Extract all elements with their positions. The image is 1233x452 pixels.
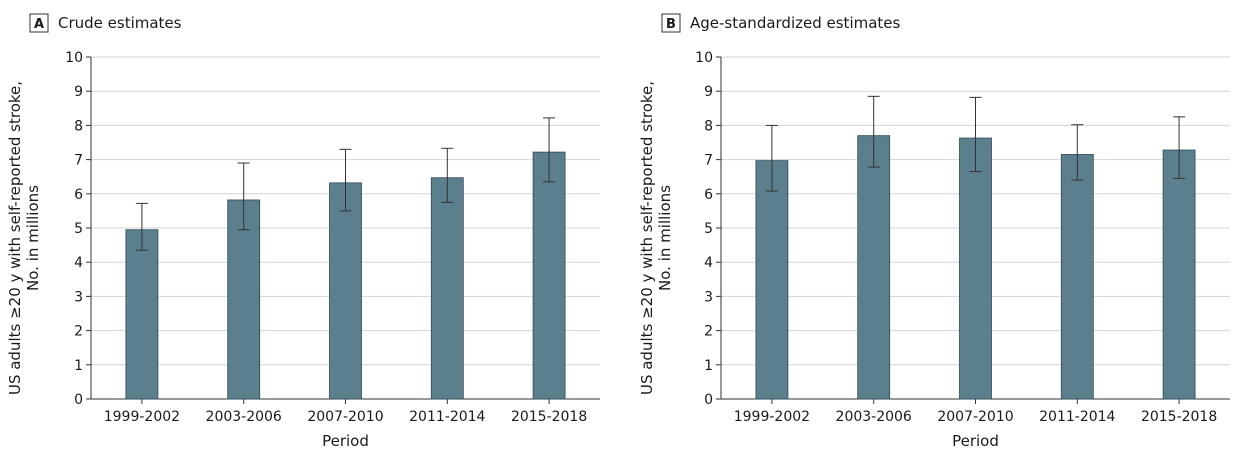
panel-label-box: [29, 13, 49, 33]
x-tick-label: 2015-2018: [511, 409, 587, 425]
x-tick-label: 2011-2014: [1039, 409, 1115, 425]
panel-label-box: [661, 13, 681, 33]
y-tick-label: 10: [695, 50, 713, 66]
y-axis-label: US adults ≥20 y with self-reported strok…: [638, 81, 656, 395]
bar: [532, 151, 566, 400]
y-tick-label: 0: [704, 392, 713, 408]
y-tick-label: 6: [74, 187, 83, 203]
bar: [329, 182, 362, 400]
x-tick-label: 2003-2006: [206, 409, 282, 425]
y-tick-label: 4: [74, 255, 83, 271]
y-axis-label: No. in millions: [656, 185, 674, 291]
y-tick-label: 3: [704, 289, 713, 305]
x-tick-label: 2003-2006: [836, 409, 912, 425]
x-tick-label: 2011-2014: [409, 409, 485, 425]
chart-title: Crude estimates: [58, 14, 182, 32]
y-tick-label: 7: [74, 153, 83, 169]
x-tick-label: 2007-2010: [937, 409, 1013, 425]
y-tick-label: 2: [74, 324, 83, 340]
y-tick-label: 10: [65, 50, 83, 66]
x-tick-label: 2007-2010: [307, 409, 383, 425]
panel-label: A: [34, 17, 44, 32]
y-tick-label: 2: [704, 324, 713, 340]
bar: [857, 135, 891, 400]
y-tick-label: 5: [74, 221, 83, 237]
bar: [1162, 149, 1196, 400]
x-axis-label: Period: [952, 432, 999, 450]
panel-label: B: [666, 17, 676, 32]
x-tick-label: 2015-2018: [1141, 409, 1217, 425]
y-tick-label: 4: [704, 255, 713, 271]
y-tick-label: 8: [704, 118, 713, 134]
y-tick-label: 3: [74, 289, 83, 305]
y-tick-label: 0: [74, 392, 83, 408]
y-tick-label: 1: [704, 358, 713, 374]
bar: [125, 229, 159, 400]
y-tick-label: 7: [704, 153, 713, 169]
bar: [1060, 154, 1094, 400]
y-tick-label: 8: [74, 118, 83, 134]
y-tick-label: 9: [704, 84, 713, 100]
bar: [959, 137, 992, 400]
y-tick-label: 5: [704, 221, 713, 237]
x-tick-label: 1999-2002: [104, 409, 180, 425]
y-tick-label: 1: [74, 358, 83, 374]
y-axis-label: No. in millions: [24, 185, 42, 291]
y-tick-label: 6: [704, 187, 713, 203]
bar: [430, 177, 464, 400]
chart-title: Age-standardized estimates: [690, 14, 901, 32]
y-tick-label: 9: [74, 84, 83, 100]
x-tick-label: 1999-2002: [734, 409, 810, 425]
x-axis-label: Period: [322, 432, 369, 450]
y-axis-label: US adults ≥20 y with self-reported strok…: [6, 81, 24, 395]
bar: [227, 199, 261, 400]
bar: [755, 160, 789, 400]
